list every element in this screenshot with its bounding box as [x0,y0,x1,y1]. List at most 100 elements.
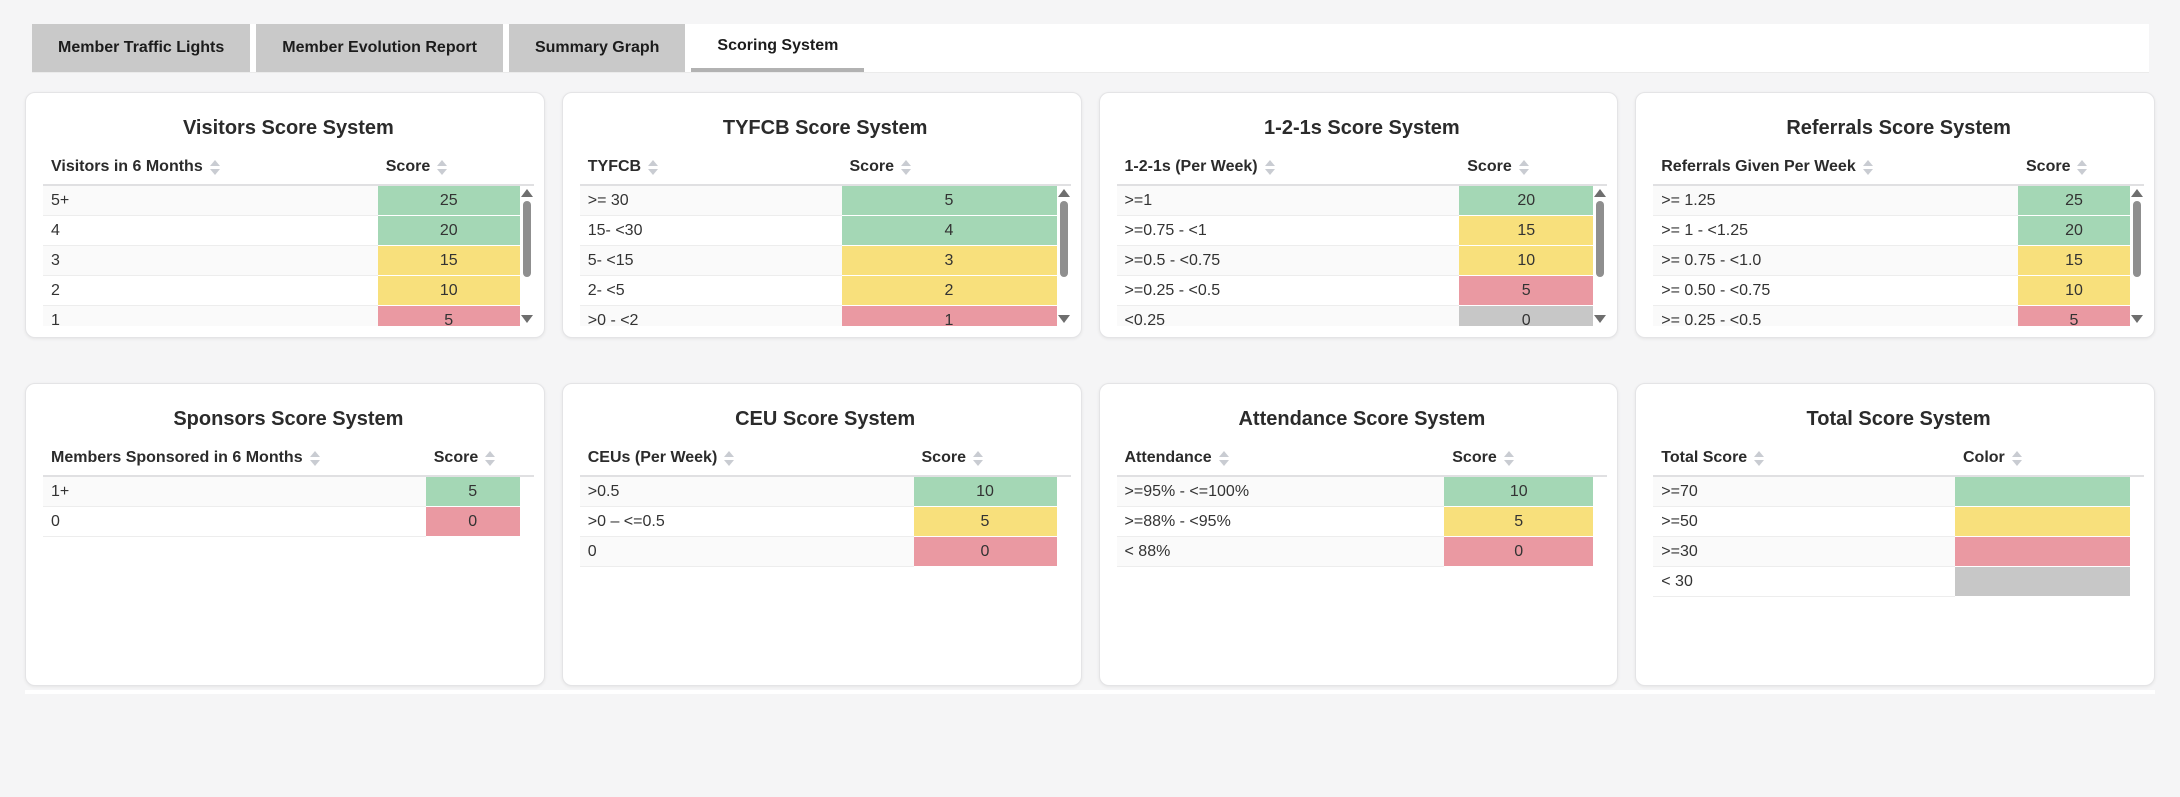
scrollbar-thumb[interactable] [522,201,531,277]
scroll-down-icon[interactable] [1594,315,1607,323]
column-header-visitors[interactable]: Visitors in 6 Months [43,158,378,176]
column-header-121s[interactable]: 1-2-1s (Per Week) [1117,158,1460,176]
column-header-label: Score [921,449,966,466]
row-label-cell: >=1 [1116,186,1460,216]
row-label-cell: 1 [43,306,378,326]
table-row: >= 0.25 - <0.5 5 [1653,306,2130,326]
column-header-color[interactable]: Color [1955,449,2130,467]
row-score-cell: 5 [1444,507,1594,537]
column-header-label: Score [385,158,431,175]
card-title: 1-2-1s Score System [1264,117,1460,139]
table-row: >= 0.50 - <0.75 10 [1653,276,2130,306]
column-header-score[interactable]: Score [1459,158,1593,176]
row-score-cell [1955,507,2130,537]
row-score-cell: 5 [425,477,520,507]
row-label-cell: 0 [43,507,426,537]
card-121s-score-system: 1-2-1s Score System 1-2-1s (Per Week) Sc… [1098,92,1619,338]
table-row: >0 - <2 1 [579,306,1057,326]
row-label-cell: 15- <30 [579,216,842,246]
row-label-cell: 3 [43,246,378,276]
scroll-down-icon[interactable] [520,315,533,323]
scroll-down-icon[interactable] [1057,315,1070,323]
column-header-score[interactable]: Score [914,449,1057,467]
column-header-score[interactable]: Score [426,449,520,467]
scroll-down-icon[interactable] [2131,315,2143,323]
scrollbar-thumb[interactable] [1596,201,1605,277]
table-header: Visitors in 6 Months Score [43,158,534,184]
column-header-label: TYFCB [587,158,642,175]
table-scrollbar[interactable] [519,186,534,326]
row-score-cell: 10 [1459,246,1594,276]
table-header: TYFCB Score [580,158,1071,184]
sort-icon [485,450,496,466]
row-label-cell: >=88% - <95% [1116,507,1445,537]
table-row: >0.5 10 [579,477,1057,507]
table-row: >=70 [1653,477,2130,507]
card-tyfcb-score-system: TYFCB Score System TYFCB Score >= 30 5 15-… [561,92,1082,338]
card-ceu-score-system: CEU Score System CEUs (Per Week) Score >… [561,383,1082,686]
row-score-cell: 5 [2018,306,2130,326]
sort-icon [724,450,735,466]
column-header-label: Color [1963,449,2005,466]
column-header-tyfcb[interactable]: TYFCB [580,158,842,176]
scrollbar-thumb[interactable] [2133,201,2141,277]
table-row: < 88% 0 [1116,537,1594,567]
scroll-up-icon[interactable] [1057,189,1070,197]
scroll-up-icon[interactable] [1594,189,1607,197]
column-header-score[interactable]: Score [1444,449,1593,467]
row-label-cell: >=0.25 - <0.5 [1116,276,1460,306]
table-header: 1-2-1s (Per Week) Score [1117,158,1608,184]
row-label-cell: >=0.75 - <1 [1116,216,1460,246]
table-row: >= 1 - <1.25 20 [1653,216,2130,246]
row-score-cell: 15 [377,246,520,276]
sort-icon [1218,450,1229,466]
column-header-total-score[interactable]: Total Score [1653,449,1955,467]
row-label-cell: >0.5 [579,477,914,507]
tab-summary-graph[interactable]: Summary Graph [508,24,686,72]
row-label-cell: >=50 [1653,507,1955,537]
column-header-referrals[interactable]: Referrals Given Per Week [1653,158,2018,176]
scroll-up-icon[interactable] [2131,189,2143,197]
column-header-label: Total Score [1661,449,1748,466]
tab-member-traffic-lights[interactable]: Member Traffic Lights [32,24,251,72]
sort-icon [1862,159,1873,175]
column-header-sponsors[interactable]: Members Sponsored in 6 Months [43,449,426,467]
row-label-cell: 0 [579,537,914,567]
row-label-cell: >= 30 [579,186,842,216]
row-label-cell: >= 0.25 - <0.5 [1653,306,2018,326]
column-header-score[interactable]: Score [2018,158,2130,176]
row-score-cell: 0 [425,507,520,537]
column-header-label: Members Sponsored in 6 Months [51,449,303,466]
row-label-cell: >= 1 - <1.25 [1653,216,2018,246]
sort-icon [1754,450,1765,466]
card-visitors-score-system: Visitors Score System Visitors in 6 Mont… [25,92,545,338]
table-scrollbar[interactable] [1593,186,1608,326]
column-header-score[interactable]: Score [378,158,520,176]
table-header: CEUs (Per Week) Score [580,449,1071,475]
table-header: Members Sponsored in 6 Months Score [43,449,534,475]
table-header: Total Score Color [1653,449,2144,475]
table-row: <0.25 0 [1116,306,1594,326]
row-label-cell: >0 – <=0.5 [579,507,914,537]
tab-scoring-system[interactable]: Scoring System [691,24,865,72]
row-label-cell: >=0.5 - <0.75 [1116,246,1460,276]
scroll-up-icon[interactable] [520,189,533,197]
row-score-cell: 4 [841,216,1057,246]
tab-member-evolution-report[interactable]: Member Evolution Report [256,24,503,72]
column-header-attendance[interactable]: Attendance [1117,449,1445,467]
row-score-cell: 25 [377,186,520,216]
column-header-label: Visitors in 6 Months [51,158,203,175]
row-label-cell: < 30 [1653,567,1955,597]
row-label-cell: 2 [43,276,378,306]
card-title: Referrals Score System [1786,117,2011,139]
table-row: 2 10 [43,276,520,306]
column-header-label: Attendance [1124,449,1212,466]
scrollbar-thumb[interactable] [1059,201,1068,277]
column-header-ceus[interactable]: CEUs (Per Week) [580,449,914,467]
column-header-score[interactable]: Score [842,158,1057,176]
row-label-cell: >=95% - <=100% [1116,477,1445,507]
table-scrollbar[interactable] [1056,186,1071,326]
table-row: >=1 20 [1116,186,1594,216]
table-scrollbar[interactable] [2130,186,2144,326]
